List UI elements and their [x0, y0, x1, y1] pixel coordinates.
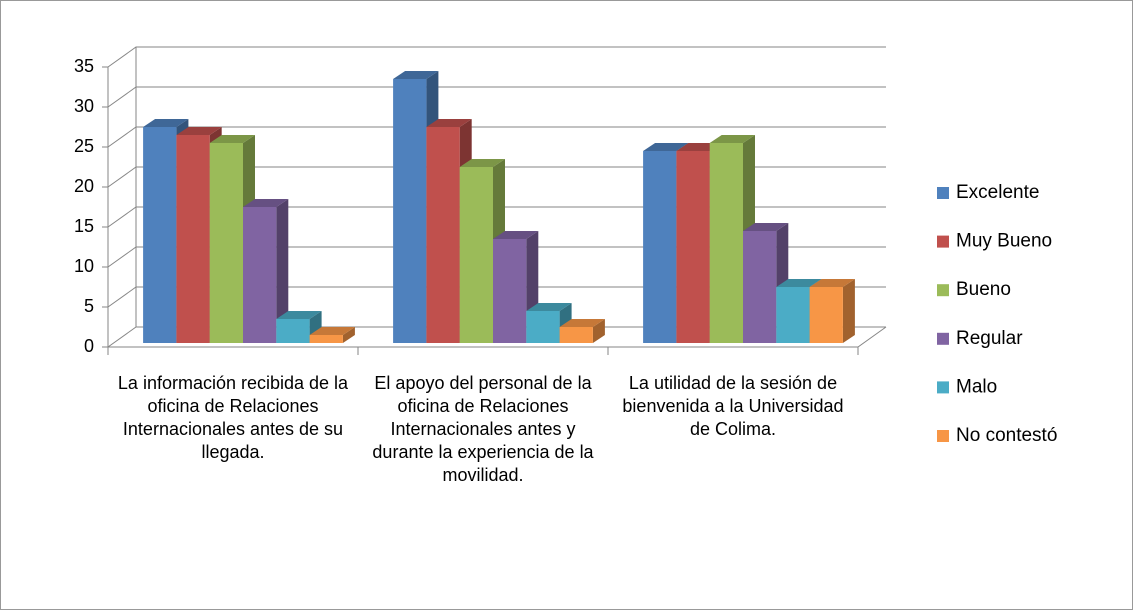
bar-top [526, 303, 572, 311]
legend-swatch [937, 284, 949, 297]
bar-top [643, 143, 689, 151]
bar-top [276, 311, 322, 319]
bar [643, 151, 677, 343]
bar [426, 127, 460, 343]
grid-line [107, 86, 886, 108]
bar-side [342, 327, 355, 343]
legend-swatch [937, 187, 949, 199]
bar [209, 143, 243, 343]
bar-top [209, 135, 255, 143]
bar-top [309, 327, 355, 335]
bar-top [143, 119, 189, 127]
legend-swatch [937, 381, 949, 394]
bar-top [426, 119, 472, 127]
bar [243, 207, 277, 343]
y-tick-label: 5 [84, 296, 94, 316]
bar [776, 287, 810, 343]
y-tick-label: 10 [74, 256, 94, 276]
x-tick-label: La utilidad de la sesión de bienvenida a… [622, 373, 844, 439]
legend-label: No contestó [956, 425, 1057, 446]
bar [176, 135, 210, 343]
bar [743, 231, 777, 343]
bar-top [393, 71, 439, 79]
bar-top [243, 199, 289, 207]
bar [526, 311, 560, 343]
bar [809, 287, 843, 343]
legend-label: Malo [956, 376, 997, 397]
legend-swatch [937, 430, 949, 442]
grid-line [107, 206, 886, 228]
bar [493, 239, 527, 343]
legend-label: Bueno [956, 279, 1011, 300]
grid-line [107, 286, 886, 308]
y-tick-label: 20 [74, 176, 94, 196]
bar [393, 79, 427, 343]
bar-side [842, 279, 855, 343]
y-tick-label: 25 [74, 136, 94, 156]
x-tick-label: La información recibida de la oficina de… [117, 373, 349, 462]
bar-top [459, 159, 505, 167]
bar-top [776, 279, 822, 287]
bar [309, 335, 343, 343]
bar-top [709, 135, 755, 143]
grid-line [107, 246, 886, 268]
x-tick-label: El apoyo del personal de la oficina de R… [372, 373, 594, 485]
bar [276, 319, 310, 343]
legend-label: Muy Bueno [956, 231, 1052, 252]
bar-top [493, 231, 539, 239]
bar-top [176, 127, 222, 135]
y-tick-label: 0 [84, 336, 94, 356]
legend-label: Excelente [956, 182, 1039, 203]
legend-swatch [937, 235, 949, 248]
bar-top [559, 319, 605, 327]
bar [559, 327, 593, 343]
y-tick-label: 35 [74, 56, 94, 76]
grid-line [107, 166, 886, 188]
bar-side [276, 199, 289, 343]
bar-top [809, 279, 855, 287]
y-tick-label: 30 [74, 96, 94, 116]
bar [709, 143, 743, 343]
bar [459, 167, 493, 343]
grid-line [107, 126, 886, 148]
legend-label: Regular [956, 328, 1023, 349]
y-tick-label: 15 [74, 216, 94, 236]
bar [676, 151, 710, 343]
bar [143, 127, 177, 343]
bar-top [743, 223, 789, 231]
grid-line [107, 46, 886, 68]
grid-line [107, 326, 886, 348]
legend-swatch [937, 332, 949, 345]
